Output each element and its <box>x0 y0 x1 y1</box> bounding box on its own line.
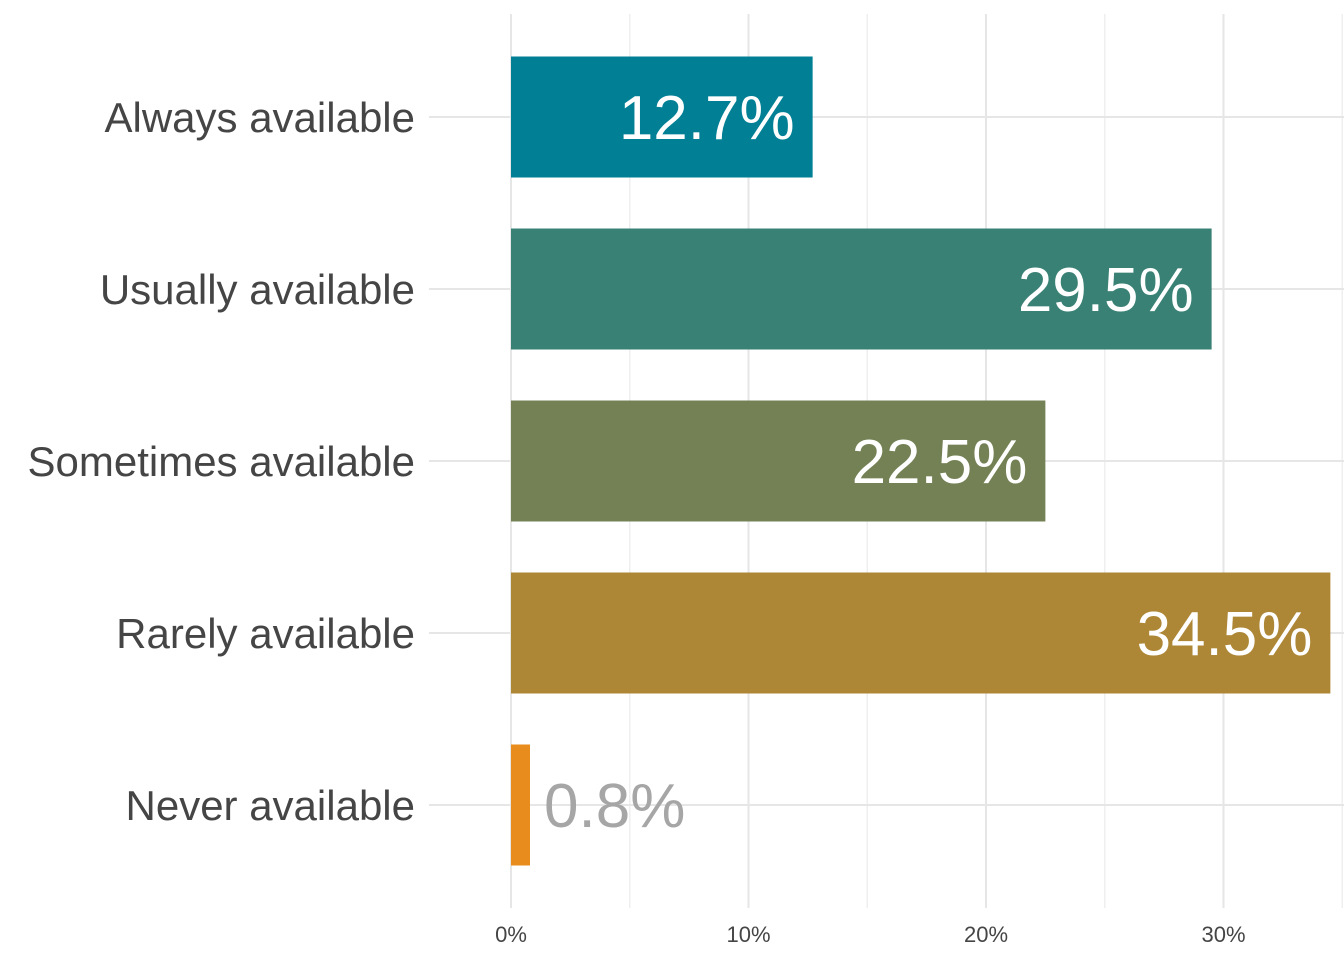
bar <box>511 56 813 178</box>
category-label: Never available <box>126 782 416 829</box>
x-tick-label: 0% <box>495 922 527 947</box>
category-label: Sometimes available <box>27 438 415 485</box>
bar <box>511 400 1046 522</box>
category-label: Usually available <box>100 266 415 313</box>
category-label: Always available <box>105 94 416 141</box>
x-tick-label: 30% <box>1201 922 1245 947</box>
category-label: Rarely available <box>116 610 415 657</box>
data-labels: 12.7% 29.5% 22.5% 34.5% 0.8% <box>544 84 1312 841</box>
x-tick-label: 10% <box>726 922 770 947</box>
x-axis-tick-labels: 0% 10% 20% 30% <box>495 922 1245 947</box>
data-label: 22.5% <box>852 428 1028 497</box>
category-labels: Always available Usually available Sometim… <box>27 94 415 829</box>
data-label: 12.7% <box>619 84 795 153</box>
data-label: 29.5% <box>1018 256 1194 325</box>
bar <box>511 228 1212 350</box>
data-label: 34.5% <box>1137 600 1313 669</box>
bars <box>511 56 1331 866</box>
bar <box>511 744 530 866</box>
bar <box>511 572 1331 694</box>
x-tick-label: 20% <box>964 922 1008 947</box>
data-label: 0.8% <box>544 772 685 841</box>
